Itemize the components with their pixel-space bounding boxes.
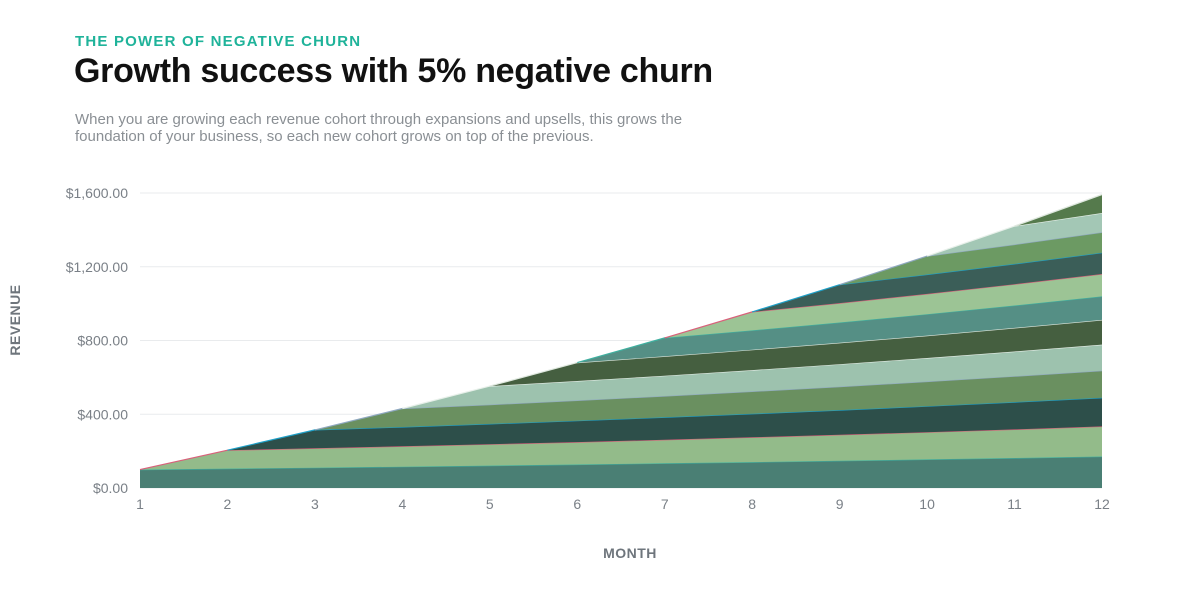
y-tick-label: $1,200.00 [66,259,128,275]
x-tick-label: 12 [1094,496,1110,512]
cohort-area-4 [314,370,1102,430]
x-tick-label: 10 [919,496,935,512]
x-axis-ticks: 1 2 3 4 5 6 7 8 9 10 11 12 [136,496,1110,512]
x-tick-label: 8 [748,496,756,512]
y-tick-label: $0.00 [93,480,128,496]
chart-eyebrow: THE POWER OF NEGATIVE CHURN [75,33,362,50]
x-tick-label: 5 [486,496,494,512]
x-tick-label: 9 [836,496,844,512]
x-tick-label: 7 [661,496,669,512]
y-tick-label: $800.00 [77,333,128,349]
cohort-area-6 [489,319,1102,387]
x-axis-label: MONTH [603,545,657,561]
x-tick-label: 6 [573,496,581,512]
cohort-area-10 [839,232,1102,285]
y-tick-label: $400.00 [77,406,128,422]
cohort-area-5 [402,344,1102,409]
cohort-areas [139,193,1103,488]
cohort-area-9 [752,252,1102,312]
cohort-area-8 [664,274,1102,338]
cohort-line-12 [1014,193,1103,227]
cohort-area-7 [577,296,1102,363]
chart-title: Growth success with 5% negative churn [74,52,713,90]
x-tick-label: 2 [224,496,232,512]
cohort-area-3 [227,397,1102,451]
y-tick-label: $1,600.00 [66,185,128,201]
x-tick-label: 3 [311,496,319,512]
y-axis-ticks: $0.00 $400.00 $800.00 $1,200.00 $1,600.00 [66,185,129,496]
cohort-area-2 [140,426,1102,470]
x-tick-label: 11 [1007,496,1022,512]
x-tick-label: 1 [136,496,144,512]
cohort-area-11 [927,213,1102,257]
y-axis-label: REVENUE [7,284,23,355]
cohort-area-1 [140,456,1102,488]
chart-subtitle: When you are growing each revenue cohort… [75,111,683,145]
x-tick-label: 4 [398,496,406,512]
